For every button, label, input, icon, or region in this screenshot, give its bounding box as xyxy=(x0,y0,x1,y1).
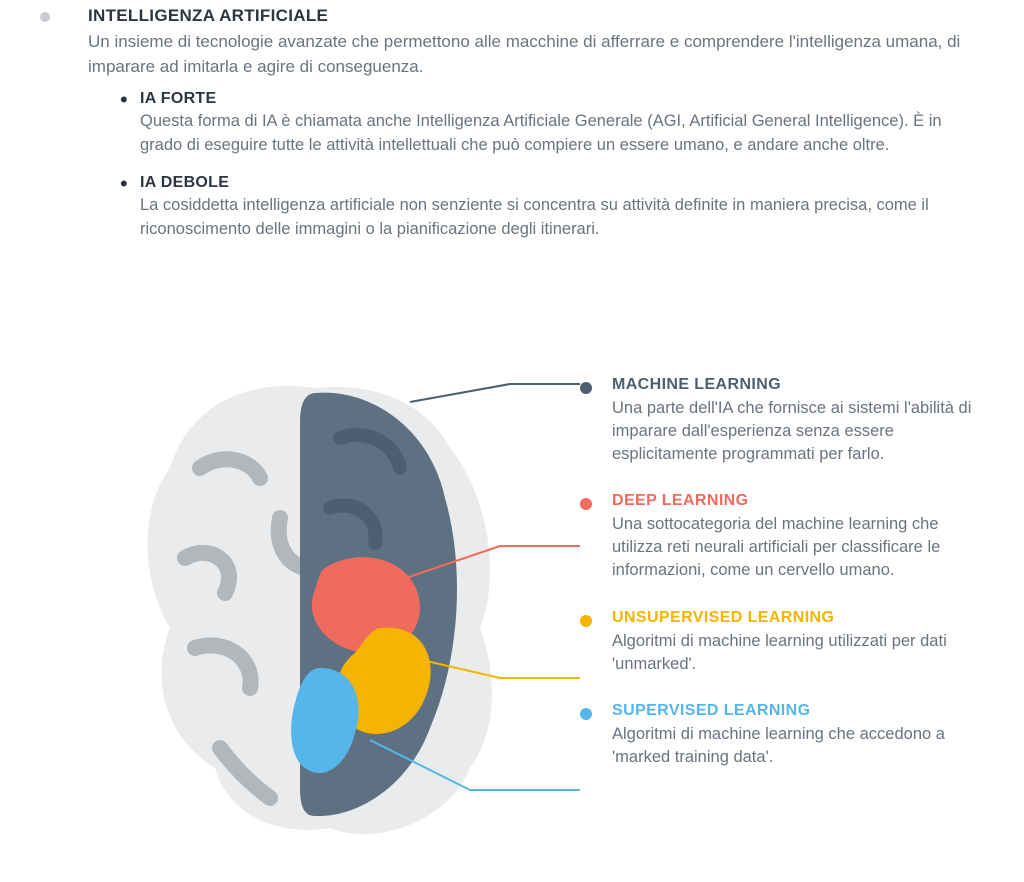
main-title: INTELLIGENZA ARTIFICIALE xyxy=(88,6,964,26)
callout-supervised-learning: SUPERVISED LEARNING Algoritmi di machine… xyxy=(612,702,992,769)
dot-icon xyxy=(580,708,592,720)
callout-title: DEEP LEARNING xyxy=(612,492,992,510)
callout-desc: Algoritmi di machine learning utilizzati… xyxy=(612,630,992,676)
main-desc: Un insieme di tecnologie avanzate che pe… xyxy=(88,30,964,79)
dot-icon xyxy=(580,615,592,627)
callout-unsupervised-learning: UNSUPERVISED LEARNING Algoritmi di machi… xyxy=(612,609,992,676)
callout-desc: Una parte dell'IA che fornisce ai sistem… xyxy=(612,397,992,466)
top-bullet-dot xyxy=(40,12,50,22)
callout-title: UNSUPERVISED LEARNING xyxy=(612,609,992,627)
sub-desc: La cosiddetta intelligenza artificiale n… xyxy=(140,194,964,242)
callout-desc: Algoritmi di machine learning che accedo… xyxy=(612,723,992,769)
callout-title: SUPERVISED LEARNING xyxy=(612,702,992,720)
sub-title: IA DEBOLE xyxy=(140,174,964,192)
sub-desc: Questa forma di IA è chiamata anche Inte… xyxy=(140,110,964,158)
callout-desc: Una sottocategoria del machine learning … xyxy=(612,513,992,582)
sub-item-ia-forte: IA FORTE Questa forma di IA è chiamata a… xyxy=(120,90,964,158)
sub-title: IA FORTE xyxy=(140,90,964,108)
sub-list: IA FORTE Questa forma di IA è chiamata a… xyxy=(120,90,964,258)
sub-item-ia-debole: IA DEBOLE La cosiddetta intelligenza art… xyxy=(120,174,964,242)
callouts: MACHINE LEARNING Una parte dell'IA che f… xyxy=(612,376,992,795)
callout-title: MACHINE LEARNING xyxy=(612,376,992,394)
brain-diagram xyxy=(130,368,510,848)
dot-icon xyxy=(580,382,592,394)
header-block: INTELLIGENZA ARTIFICIALE Un insieme di t… xyxy=(88,6,964,79)
dot-icon xyxy=(580,498,592,510)
callout-machine-learning: MACHINE LEARNING Una parte dell'IA che f… xyxy=(612,376,992,466)
callout-deep-learning: DEEP LEARNING Una sottocategoria del mac… xyxy=(612,492,992,582)
